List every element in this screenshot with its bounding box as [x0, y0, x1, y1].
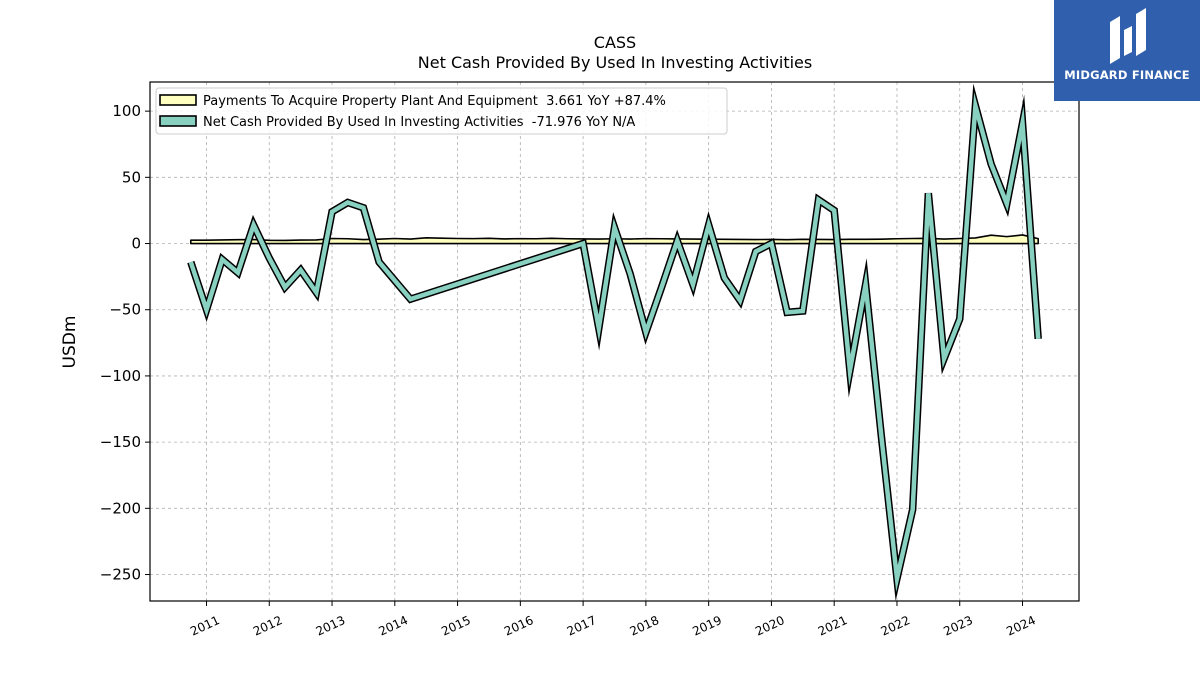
chart-title: CASS — [594, 33, 636, 52]
x-tick-label: 2023 — [941, 613, 975, 639]
y-tick-label: 0 — [131, 235, 141, 253]
midgard-finance-logo: MIDGARD FINANCE — [1054, 0, 1200, 101]
grid — [150, 82, 1079, 601]
y-tick-label: −250 — [100, 566, 141, 584]
logo-mark-icon — [1110, 8, 1146, 64]
x-tick-label: 2015 — [439, 613, 473, 639]
y-tick-label: −150 — [100, 433, 141, 451]
legend: Payments To Acquire Property Plant And E… — [155, 87, 728, 135]
plot-frame — [149, 81, 1080, 602]
y-tick-label: −100 — [100, 367, 141, 385]
x-tick-label: 2012 — [251, 613, 285, 639]
x-tick-label: 2019 — [690, 613, 724, 639]
x-tick-label: 2013 — [314, 613, 348, 639]
x-tick-label: 2018 — [628, 613, 662, 639]
legend-label-capex: Payments To Acquire Property Plant And E… — [203, 94, 666, 109]
x-tick-label: 2014 — [376, 613, 410, 639]
x-tick-label: 2022 — [879, 613, 913, 639]
y-tick-label: −200 — [100, 499, 141, 517]
x-tick-label: 2011 — [188, 613, 222, 639]
chart-subtitle: Net Cash Provided By Used In Investing A… — [418, 53, 812, 72]
y-tick-label: 100 — [112, 102, 141, 120]
y-tick-label: 50 — [122, 168, 141, 186]
y-axis-label: USDm — [60, 316, 80, 369]
legend-swatch-capex — [159, 94, 197, 106]
series-investing-line — [188, 92, 1041, 593]
x-tick-label: 2017 — [565, 613, 599, 639]
legend-swatch-investing — [159, 115, 197, 127]
y-axis: 100 50 0 −50 −100 −150 −200 −250 — [100, 102, 150, 584]
plot-series — [187, 83, 1042, 602]
y-tick-label: −50 — [109, 301, 141, 319]
legend-label-investing: Net Cash Provided By Used In Investing A… — [203, 115, 635, 130]
logo-text: MIDGARD FINANCE — [1064, 68, 1190, 82]
legend-box — [155, 87, 728, 135]
x-axis: 2011 2012 2013 2014 2015 2016 2017 2018 2019 2020… — [188, 601, 1038, 639]
x-tick-label: 2020 — [753, 613, 787, 639]
x-tick-label: 2021 — [816, 613, 850, 639]
x-tick-label: 2016 — [502, 613, 536, 639]
x-tick-label: 2024 — [1004, 613, 1038, 639]
